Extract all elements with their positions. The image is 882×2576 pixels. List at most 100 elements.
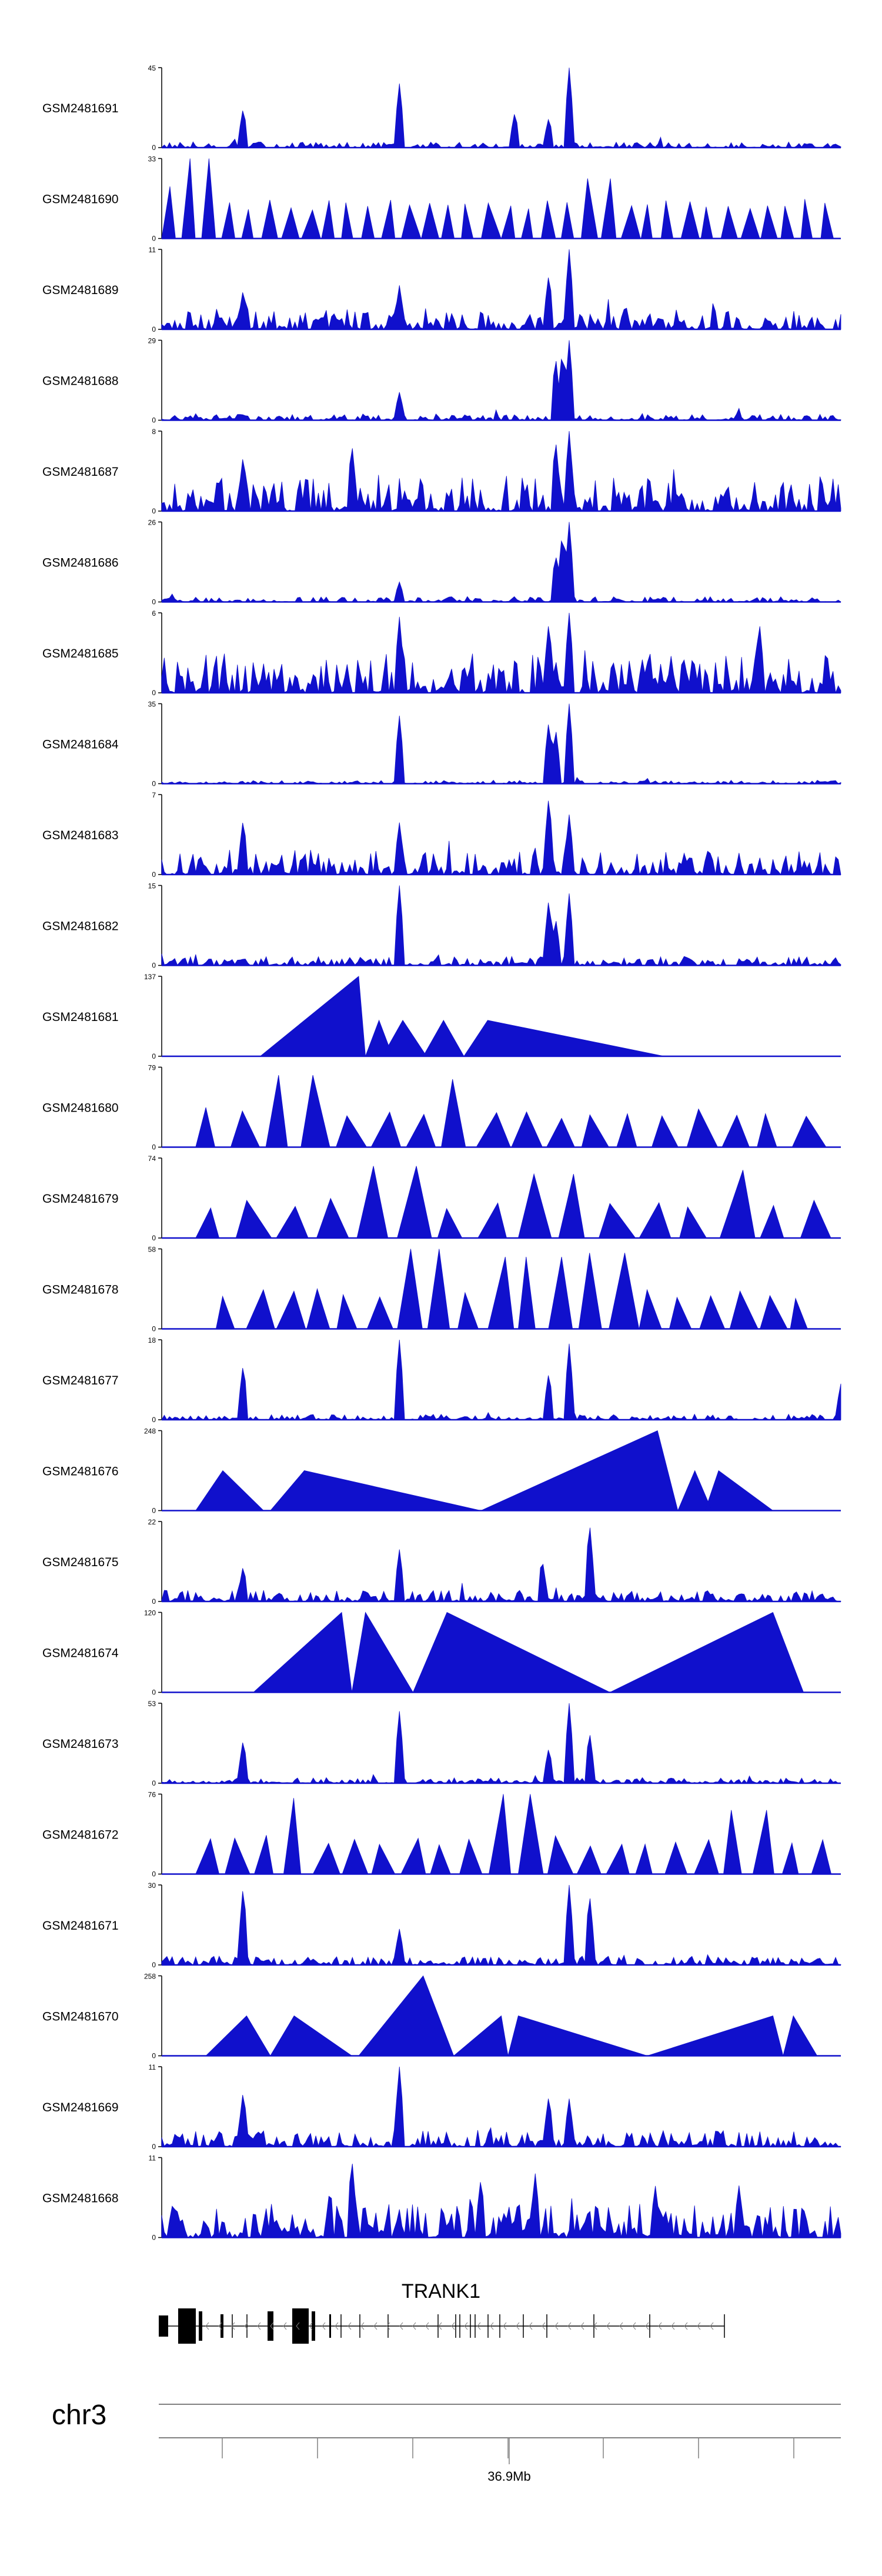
track-label: GSM2481671 — [42, 1919, 119, 1933]
signal-area — [252, 1611, 804, 1693]
track-label: GSM2481680 — [42, 1102, 119, 1115]
strand-arrow — [645, 2322, 649, 2330]
signal-area — [161, 2163, 841, 2238]
y-tick-label-max: 76 — [148, 1791, 156, 1799]
track-GSM2481687: GSM2481687 8 0 — [42, 428, 841, 515]
y-tick-label-max: 11 — [149, 2063, 156, 2071]
signal-area — [161, 612, 841, 693]
strand-arrow — [412, 2322, 416, 2330]
y-tick-label-min: 0 — [152, 1052, 156, 1060]
track-GSM2481672: GSM2481672 76 0 — [42, 1791, 841, 1878]
y-tick-label-min: 0 — [152, 416, 156, 425]
signal-area — [161, 2066, 841, 2148]
signal-area — [161, 800, 841, 876]
strand-arrow — [593, 2322, 597, 2330]
chromosome-label: chr3 — [52, 2400, 106, 2431]
track-label: GSM2481685 — [42, 647, 119, 660]
signal-area — [161, 885, 841, 966]
strand-arrow — [322, 2322, 326, 2330]
strand-arrow — [710, 2322, 714, 2330]
signal-area — [161, 158, 834, 239]
track-GSM2481671: GSM2481671 30 0 — [42, 1881, 841, 1969]
gene-exon — [329, 2314, 331, 2338]
y-tick-label-min: 0 — [152, 689, 156, 697]
y-tick-label-min: 0 — [152, 598, 156, 606]
strand-arrow — [697, 2322, 701, 2330]
signal-area — [215, 1249, 808, 1329]
track-label: GSM2481690 — [42, 193, 119, 206]
y-tick-label-max: 15 — [148, 882, 156, 890]
strand-arrow — [529, 2322, 533, 2330]
track-GSM2481683: GSM2481683 7 0 — [42, 791, 841, 879]
track-label: GSM2481674 — [42, 1647, 119, 1660]
strand-arrow — [386, 2322, 390, 2330]
track-label: GSM2481689 — [42, 283, 119, 297]
track-GSM2481684: GSM2481684 35 0 — [42, 700, 841, 788]
track-GSM2481681: GSM2481681 137 0 — [42, 973, 841, 1060]
strand-arrow — [632, 2322, 636, 2330]
track-label: GSM2481668 — [42, 2192, 119, 2205]
y-tick-label-max: 53 — [148, 1700, 156, 1708]
track-label: GSM2481683 — [42, 829, 119, 842]
signal-area — [259, 976, 664, 1057]
gene-exon — [292, 2308, 309, 2344]
y-tick-label-min: 0 — [152, 1143, 156, 1152]
y-tick-label-min: 0 — [152, 235, 156, 243]
track-GSM2481670: GSM2481670 258 0 — [42, 1973, 841, 2060]
y-tick-label-max: 137 — [144, 973, 156, 981]
track-GSM2481673: GSM2481673 53 0 — [42, 1700, 841, 1787]
strand-arrow — [684, 2322, 688, 2330]
track-GSM2481686: GSM2481686 26 0 — [42, 519, 841, 606]
strand-arrow — [516, 2322, 520, 2330]
position-tick-label: 36.9Mb — [487, 2469, 530, 2484]
track-GSM2481669: GSM2481669 11 0 — [42, 2063, 841, 2151]
y-tick-label-min: 0 — [152, 780, 156, 788]
signal-area — [161, 67, 841, 148]
signal-area — [161, 1884, 841, 1966]
y-tick-label-min: 0 — [152, 962, 156, 970]
track-GSM2481682: GSM2481682 15 0 — [42, 882, 841, 970]
strand-arrow — [270, 2322, 274, 2330]
y-tick-label-min: 0 — [152, 1597, 156, 1606]
track-GSM2481674: GSM2481674 120 0 — [42, 1609, 841, 1697]
strand-arrow — [542, 2322, 546, 2330]
y-tick-label-max: 8 — [152, 428, 156, 436]
gene-exon — [220, 2314, 223, 2338]
track-label: GSM2481691 — [42, 102, 119, 115]
strand-arrow — [244, 2322, 248, 2330]
track-GSM2481677: GSM2481677 18 0 — [42, 1336, 841, 1424]
y-tick-label-min: 0 — [152, 325, 156, 333]
signal-area — [161, 1703, 841, 1784]
signal-area — [195, 1430, 774, 1511]
signal-area — [161, 249, 841, 331]
y-tick-label-max: 11 — [149, 246, 156, 254]
y-tick-label-max: 30 — [148, 1881, 156, 1890]
strand-arrow — [477, 2322, 481, 2330]
track-label: GSM2481673 — [42, 1737, 119, 1751]
y-tick-label-min: 0 — [152, 1416, 156, 1424]
signal-area — [161, 1527, 841, 1603]
signal-tracks: GSM2481691450GSM2481690330GSM2481689110G… — [42, 64, 841, 2242]
strand-arrow — [464, 2322, 468, 2330]
track-label: GSM2481678 — [42, 1283, 119, 1297]
y-tick-label-min: 0 — [152, 1234, 156, 1242]
track-label: GSM2481679 — [42, 1192, 119, 1206]
strand-arrow — [503, 2322, 507, 2330]
track-label: GSM2481676 — [42, 1465, 119, 1479]
strand-arrow — [309, 2322, 313, 2330]
strand-arrow — [451, 2322, 455, 2330]
y-tick-label-max: 35 — [148, 700, 156, 709]
y-tick-label-max: 7 — [152, 791, 156, 799]
strand-arrow — [658, 2322, 662, 2330]
genome-ruler: chr3 36.9Mb — [52, 2400, 841, 2484]
strand-arrow — [257, 2322, 261, 2330]
track-label: GSM2481669 — [42, 2101, 119, 2114]
y-tick-label-max: 11 — [149, 2154, 156, 2163]
strand-arrow — [335, 2322, 339, 2330]
y-tick-label-max: 33 — [148, 155, 156, 163]
signal-area — [205, 1975, 818, 2056]
strand-arrow — [554, 2322, 559, 2330]
track-label: GSM2481682 — [42, 920, 119, 933]
track-GSM2481685: GSM2481685 6 0 — [42, 609, 841, 697]
strand-arrow — [360, 2322, 365, 2330]
